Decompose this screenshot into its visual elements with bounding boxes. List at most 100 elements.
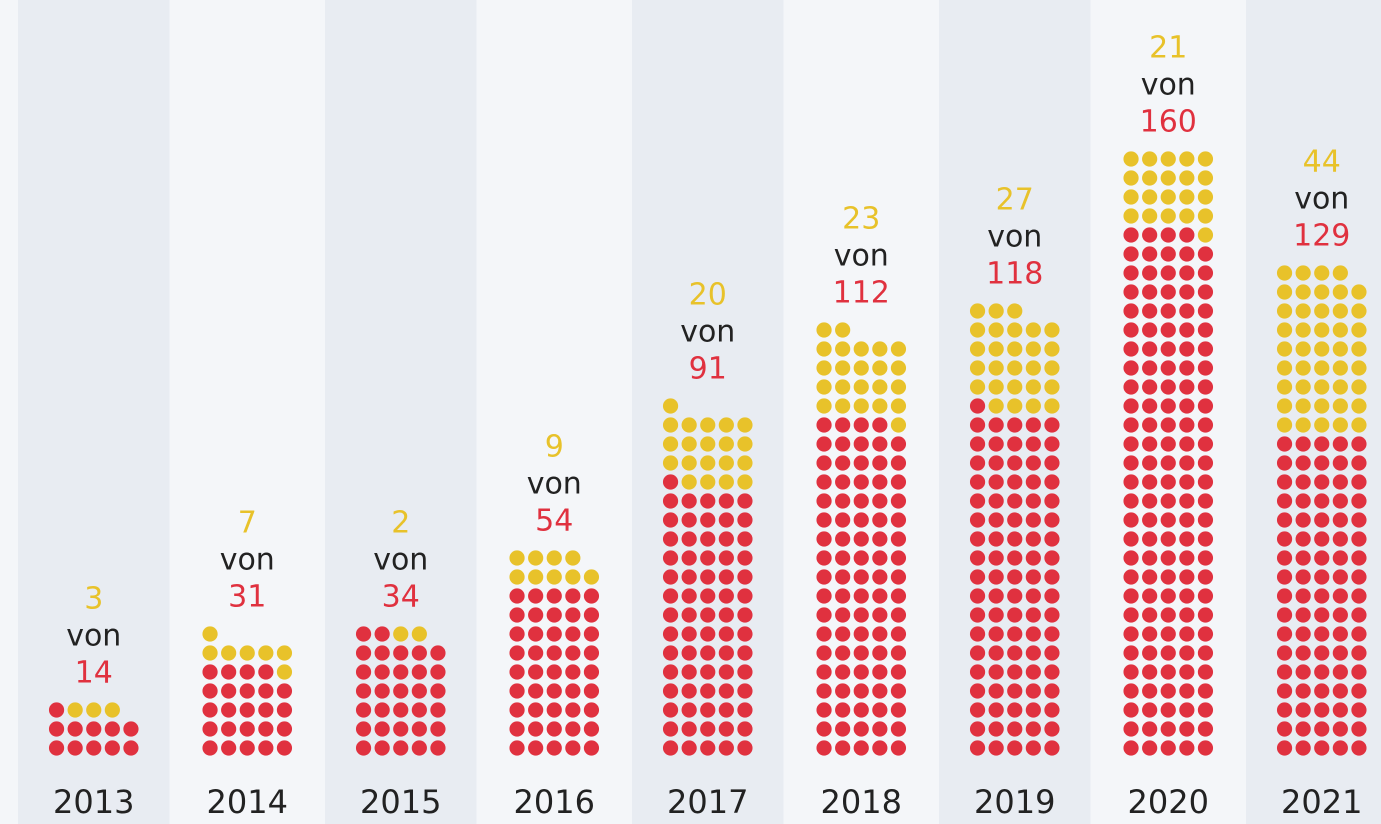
subset-dot bbox=[681, 455, 697, 471]
dot bbox=[1179, 702, 1195, 718]
dot bbox=[662, 569, 679, 585]
dot bbox=[221, 683, 237, 699]
dot bbox=[1276, 740, 1293, 756]
subset-dot bbox=[1351, 341, 1367, 357]
dot bbox=[1197, 322, 1214, 338]
dot bbox=[1295, 664, 1311, 680]
total-label: 14 bbox=[75, 656, 113, 691]
subset-label: 27 bbox=[996, 183, 1034, 218]
subset-dot bbox=[988, 341, 1004, 357]
dot bbox=[1295, 474, 1311, 490]
dot bbox=[1123, 531, 1139, 547]
dot bbox=[816, 455, 832, 471]
dot bbox=[969, 721, 986, 737]
dot bbox=[1197, 474, 1214, 490]
subset-dot bbox=[1314, 265, 1330, 281]
dot bbox=[700, 569, 716, 585]
dot bbox=[718, 740, 734, 756]
dot bbox=[1179, 531, 1195, 547]
dot bbox=[853, 550, 869, 566]
subset-dot bbox=[1351, 398, 1367, 414]
subset-dot bbox=[1007, 303, 1023, 319]
dot bbox=[718, 493, 734, 509]
dot bbox=[528, 607, 544, 623]
dot bbox=[1295, 626, 1311, 642]
total-label: 34 bbox=[382, 580, 420, 615]
dot bbox=[374, 702, 390, 718]
connector-label: von bbox=[987, 220, 1042, 255]
dot bbox=[1123, 683, 1139, 699]
subset-dot bbox=[1197, 151, 1214, 167]
dot bbox=[1295, 512, 1311, 528]
dot bbox=[1160, 645, 1176, 661]
dot bbox=[1160, 379, 1176, 395]
dot bbox=[1025, 417, 1041, 433]
dot bbox=[1044, 664, 1060, 680]
dot bbox=[1295, 721, 1311, 737]
dot bbox=[48, 721, 65, 737]
dot bbox=[890, 607, 907, 623]
x-tick-label: 2015 bbox=[360, 783, 441, 821]
dot bbox=[872, 740, 888, 756]
dot bbox=[1160, 436, 1176, 452]
dot bbox=[700, 664, 716, 680]
dot bbox=[969, 550, 986, 566]
subset-dot bbox=[853, 360, 869, 376]
subset-label: 9 bbox=[545, 430, 564, 465]
dot bbox=[1025, 626, 1041, 642]
dot bbox=[1123, 341, 1139, 357]
dot bbox=[123, 721, 139, 737]
dot bbox=[700, 607, 716, 623]
connector-label: von bbox=[66, 619, 121, 654]
dot bbox=[1197, 512, 1214, 528]
dot bbox=[662, 607, 679, 623]
dot bbox=[1025, 436, 1041, 452]
subset-dot bbox=[1314, 398, 1330, 414]
dot bbox=[1332, 645, 1348, 661]
dot bbox=[1179, 227, 1195, 243]
dot bbox=[737, 721, 753, 737]
dot bbox=[872, 645, 888, 661]
subset-dot bbox=[1332, 341, 1348, 357]
dot bbox=[1179, 379, 1195, 395]
dot bbox=[1044, 436, 1060, 452]
subset-dot bbox=[1332, 379, 1348, 395]
dot bbox=[969, 398, 986, 414]
dot bbox=[1179, 284, 1195, 300]
dot bbox=[718, 531, 734, 547]
subset-dot bbox=[890, 341, 907, 357]
subset-dot bbox=[1351, 322, 1367, 338]
dot bbox=[988, 588, 1004, 604]
subset-dot bbox=[816, 322, 832, 338]
dot bbox=[546, 721, 562, 737]
dot bbox=[1007, 664, 1023, 680]
dot bbox=[546, 645, 562, 661]
dot bbox=[1197, 683, 1214, 699]
dot bbox=[988, 607, 1004, 623]
subset-dot bbox=[1123, 151, 1139, 167]
dot bbox=[528, 683, 544, 699]
subset-dot bbox=[86, 702, 102, 718]
dot bbox=[374, 626, 390, 642]
dot bbox=[1142, 645, 1158, 661]
dot bbox=[1276, 702, 1293, 718]
dot bbox=[1179, 436, 1195, 452]
dot bbox=[718, 645, 734, 661]
dot bbox=[700, 645, 716, 661]
dot bbox=[988, 645, 1004, 661]
subset-dot bbox=[662, 417, 679, 433]
dot bbox=[853, 702, 869, 718]
dot bbox=[583, 645, 600, 661]
connector-label: von bbox=[834, 239, 889, 274]
dot bbox=[1276, 512, 1293, 528]
subset-dot bbox=[411, 626, 427, 642]
subset-dot bbox=[835, 379, 851, 395]
dot bbox=[258, 702, 274, 718]
dot bbox=[1276, 455, 1293, 471]
dot bbox=[853, 531, 869, 547]
dot bbox=[1276, 531, 1293, 547]
dot bbox=[1276, 474, 1293, 490]
dot bbox=[890, 721, 907, 737]
dot bbox=[1179, 569, 1195, 585]
dot bbox=[258, 721, 274, 737]
